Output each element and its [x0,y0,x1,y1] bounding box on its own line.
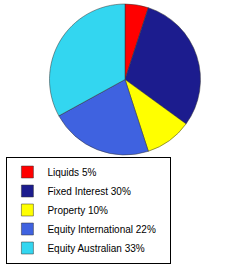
svg-text:Fixed Interest 30%: Fixed Interest 30% [47,186,130,197]
svg-text:Equity Australian 33%: Equity Australian 33% [47,243,144,254]
svg-text:Liquids 5%: Liquids 5% [47,167,96,178]
svg-text:Property 10%: Property 10% [47,205,108,216]
svg-text:Equity International 22%: Equity International 22% [47,224,156,235]
